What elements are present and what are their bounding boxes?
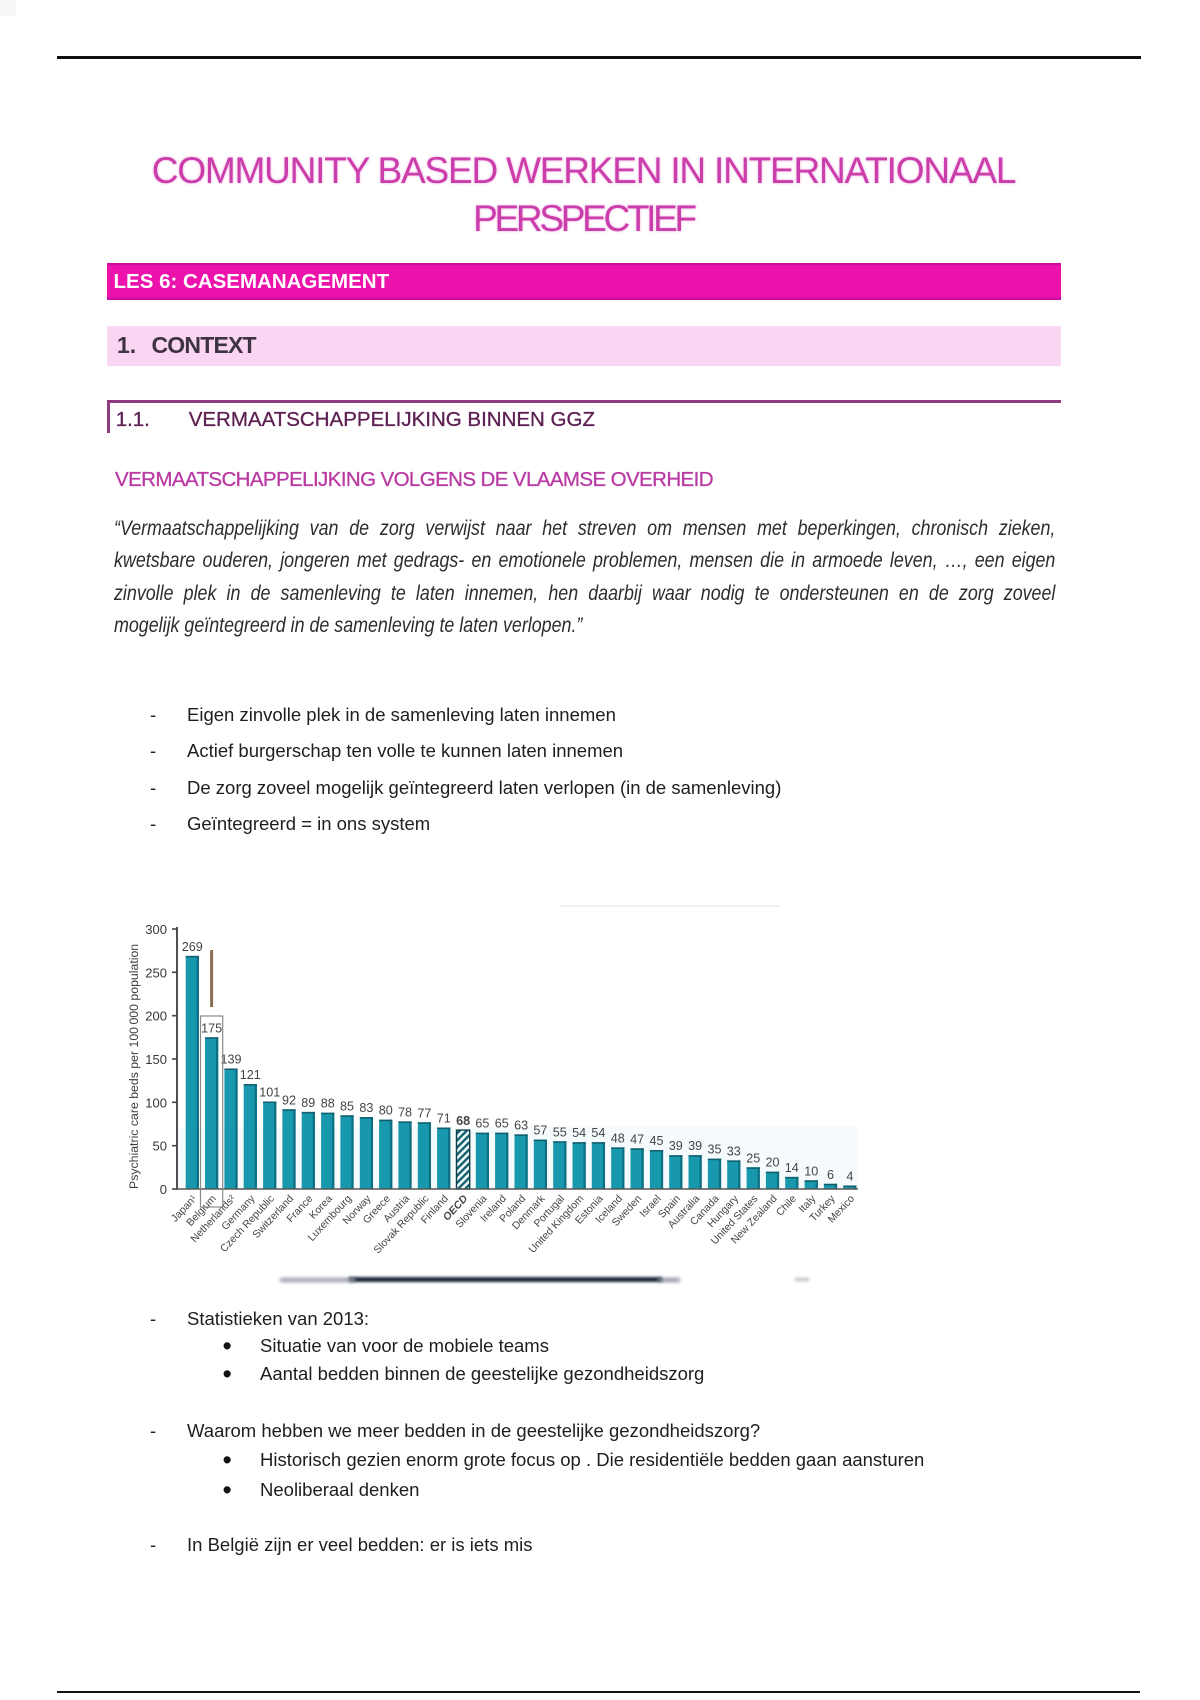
svg-text:Psychiatric care beds per 100: Psychiatric care beds per 100 000 popula… <box>127 944 141 1189</box>
svg-text:45: 45 <box>649 1134 663 1148</box>
svg-text:150: 150 <box>145 1052 167 1067</box>
svg-text:25: 25 <box>746 1151 760 1165</box>
svg-text:80: 80 <box>379 1104 393 1118</box>
svg-text:78: 78 <box>398 1105 412 1119</box>
svg-text:55: 55 <box>553 1125 567 1139</box>
svg-text:100: 100 <box>145 1095 167 1110</box>
svg-text:65: 65 <box>495 1117 509 1131</box>
svg-text:54: 54 <box>591 1126 605 1140</box>
svg-text:39: 39 <box>669 1139 683 1153</box>
svg-text:68: 68 <box>456 1114 470 1128</box>
svg-text:54: 54 <box>572 1126 586 1140</box>
svg-text:71: 71 <box>437 1112 451 1126</box>
svg-text:83: 83 <box>359 1101 373 1115</box>
svg-text:39: 39 <box>688 1139 702 1153</box>
svg-text:20: 20 <box>765 1156 779 1170</box>
svg-text:6: 6 <box>827 1168 834 1182</box>
svg-text:89: 89 <box>301 1096 315 1110</box>
svg-text:175: 175 <box>201 1021 222 1035</box>
svg-text:139: 139 <box>220 1053 241 1067</box>
svg-text:47: 47 <box>630 1132 644 1146</box>
svg-text:200: 200 <box>145 1009 167 1024</box>
svg-text:Chile: Chile <box>774 1193 799 1219</box>
svg-text:121: 121 <box>240 1068 261 1082</box>
svg-text:57: 57 <box>533 1124 547 1138</box>
svg-text:0: 0 <box>160 1182 167 1197</box>
svg-text:63: 63 <box>514 1118 528 1132</box>
svg-text:50: 50 <box>153 1139 167 1154</box>
svg-text:14: 14 <box>785 1161 799 1175</box>
svg-text:33: 33 <box>727 1144 741 1158</box>
svg-text:10: 10 <box>804 1164 818 1178</box>
svg-text:92: 92 <box>282 1093 296 1107</box>
svg-text:250: 250 <box>145 965 167 980</box>
svg-text:101: 101 <box>259 1086 280 1100</box>
svg-text:35: 35 <box>707 1143 721 1157</box>
svg-text:300: 300 <box>145 922 167 937</box>
svg-text:85: 85 <box>340 1099 354 1113</box>
svg-text:269: 269 <box>182 940 203 954</box>
svg-text:88: 88 <box>321 1097 335 1111</box>
svg-text:65: 65 <box>475 1117 489 1131</box>
svg-text:77: 77 <box>417 1106 431 1120</box>
svg-text:4: 4 <box>846 1170 853 1184</box>
svg-text:48: 48 <box>611 1131 625 1145</box>
